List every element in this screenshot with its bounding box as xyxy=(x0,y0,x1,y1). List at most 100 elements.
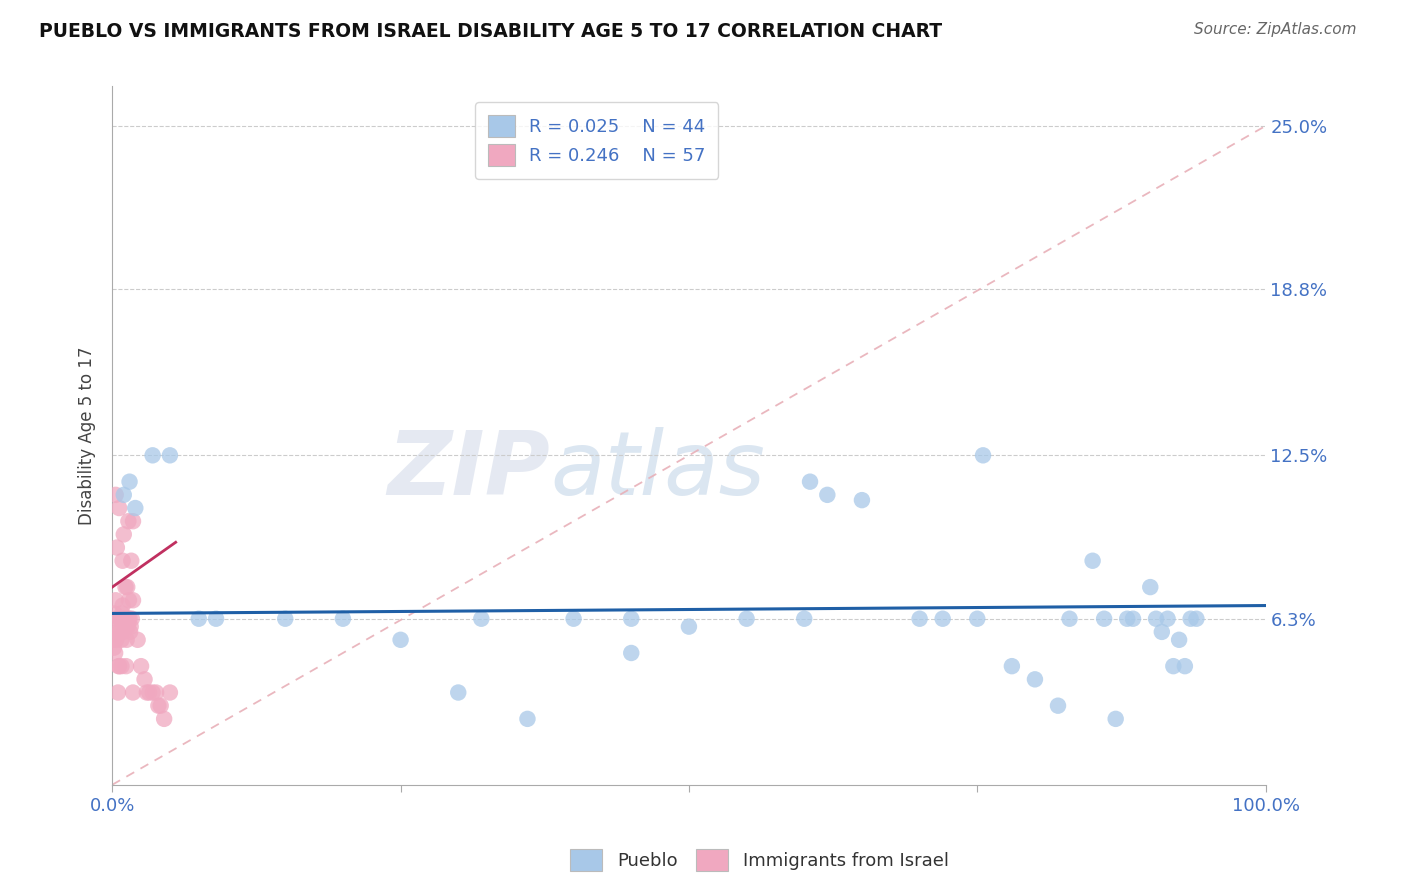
Point xyxy=(112,612,135,626)
Point xyxy=(138,685,160,699)
Point xyxy=(115,580,138,594)
Point xyxy=(107,624,129,639)
Point xyxy=(111,607,134,621)
Point xyxy=(104,593,127,607)
Point xyxy=(1122,612,1144,626)
Point xyxy=(135,685,157,699)
Point xyxy=(120,619,142,633)
Point xyxy=(108,501,131,516)
Point xyxy=(447,685,470,699)
Point xyxy=(470,612,492,626)
Legend: R = 0.025    N = 44, R = 0.246    N = 57: R = 0.025 N = 44, R = 0.246 N = 57 xyxy=(475,103,718,179)
Point xyxy=(112,624,135,639)
Point xyxy=(149,698,172,713)
Point xyxy=(110,612,132,626)
Point xyxy=(118,612,141,626)
Point xyxy=(107,685,129,699)
Point xyxy=(114,580,136,594)
Point xyxy=(103,632,125,647)
Point xyxy=(620,612,643,626)
Point xyxy=(114,612,136,626)
Point xyxy=(1105,712,1128,726)
Point xyxy=(115,632,138,647)
Legend: Pueblo, Immigrants from Israel: Pueblo, Immigrants from Israel xyxy=(562,842,956,879)
Point xyxy=(1163,659,1185,673)
Text: ZIP: ZIP xyxy=(388,427,551,514)
Point xyxy=(120,554,142,568)
Point xyxy=(1139,580,1161,594)
Text: atlas: atlas xyxy=(551,427,765,514)
Point xyxy=(1081,554,1104,568)
Point xyxy=(129,659,152,673)
Point xyxy=(1150,624,1173,639)
Point xyxy=(104,646,127,660)
Point xyxy=(1144,612,1167,626)
Point xyxy=(115,619,138,633)
Point xyxy=(115,659,138,673)
Point xyxy=(122,514,145,528)
Point xyxy=(110,612,132,626)
Point xyxy=(142,685,165,699)
Point xyxy=(122,593,145,607)
Point xyxy=(620,646,643,660)
Y-axis label: Disability Age 5 to 17: Disability Age 5 to 17 xyxy=(79,346,96,524)
Point xyxy=(110,632,132,647)
Point xyxy=(1024,673,1046,687)
Point xyxy=(117,612,139,626)
Point xyxy=(931,612,953,626)
Point xyxy=(105,541,128,555)
Point xyxy=(105,612,128,626)
Point xyxy=(205,612,228,626)
Point xyxy=(389,632,412,647)
Point xyxy=(124,501,146,516)
Point xyxy=(153,712,176,726)
Point xyxy=(110,659,132,673)
Point xyxy=(103,607,125,621)
Point xyxy=(112,527,135,541)
Point xyxy=(112,488,135,502)
Point xyxy=(159,448,181,462)
Point xyxy=(134,673,156,687)
Point xyxy=(1001,659,1024,673)
Text: PUEBLO VS IMMIGRANTS FROM ISRAEL DISABILITY AGE 5 TO 17 CORRELATION CHART: PUEBLO VS IMMIGRANTS FROM ISRAEL DISABIL… xyxy=(39,22,942,41)
Point xyxy=(110,612,132,626)
Point xyxy=(851,493,873,508)
Point xyxy=(562,612,585,626)
Point xyxy=(104,488,127,502)
Point xyxy=(111,599,134,613)
Point xyxy=(107,619,129,633)
Point xyxy=(118,475,141,489)
Text: Source: ZipAtlas.com: Source: ZipAtlas.com xyxy=(1194,22,1357,37)
Point xyxy=(332,612,354,626)
Point xyxy=(145,685,167,699)
Point xyxy=(966,612,988,626)
Point xyxy=(1046,698,1069,713)
Point xyxy=(799,475,821,489)
Point xyxy=(1059,612,1081,626)
Point xyxy=(117,619,139,633)
Point xyxy=(159,685,181,699)
Point xyxy=(117,514,139,528)
Point xyxy=(1180,612,1202,626)
Point xyxy=(127,632,149,647)
Point xyxy=(148,698,170,713)
Point xyxy=(142,448,165,462)
Point xyxy=(103,640,125,655)
Point xyxy=(1168,632,1191,647)
Point xyxy=(735,612,758,626)
Point xyxy=(908,612,931,626)
Point xyxy=(793,612,815,626)
Point xyxy=(972,448,994,462)
Point xyxy=(108,624,131,639)
Point xyxy=(122,685,145,699)
Point xyxy=(111,554,134,568)
Point xyxy=(108,659,131,673)
Point xyxy=(105,632,128,647)
Point xyxy=(1092,612,1115,626)
Point xyxy=(187,612,209,626)
Point xyxy=(1156,612,1178,626)
Point xyxy=(112,612,135,626)
Point xyxy=(1116,612,1139,626)
Point xyxy=(516,712,538,726)
Point xyxy=(120,624,142,639)
